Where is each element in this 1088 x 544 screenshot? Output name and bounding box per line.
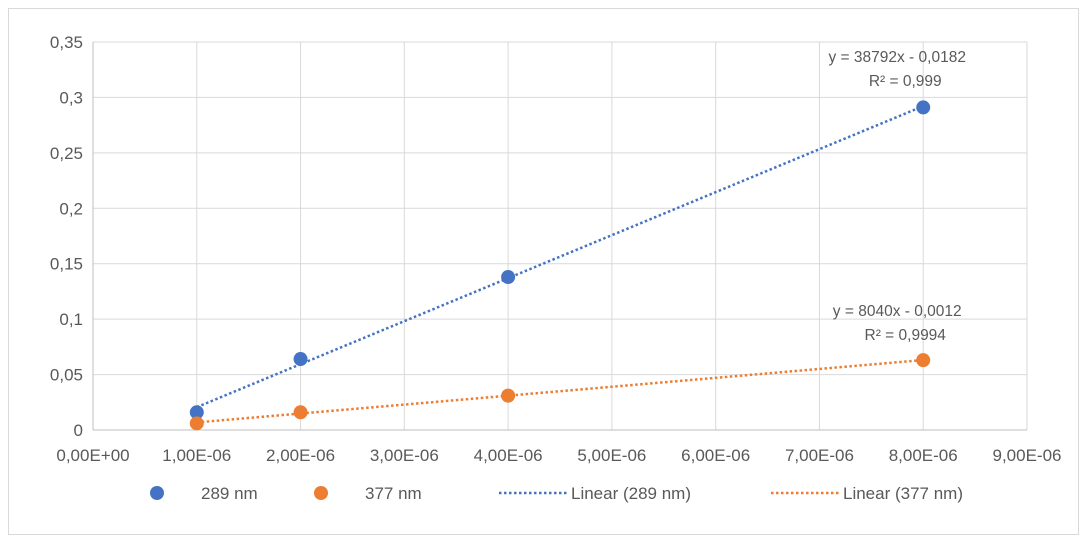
x-axis-tick-labels: 0,00E+00 1,00E-06 2,00E-06 3,00E-06 4,00E-06… bbox=[56, 446, 1061, 465]
x-axis-line bbox=[92, 42, 1027, 431]
gridlines bbox=[93, 41, 1028, 430]
legend-label: 377 nm bbox=[365, 484, 422, 503]
legend-marker bbox=[150, 486, 164, 500]
legend: 289 nm 377 nm Linear (289 nm) Linear (377 n… bbox=[150, 484, 963, 503]
trendline-annotations: y = 38792x - 0,0182 R² = 0,999 y = 8040x -… bbox=[828, 49, 965, 344]
y-tick-label: 0,3 bbox=[59, 88, 83, 107]
x-tick-label: 4,00E-06 bbox=[474, 446, 543, 465]
trendline-289nm bbox=[196, 104, 924, 409]
data-point-289nm bbox=[916, 100, 931, 115]
x-tick-label: 2,00E-06 bbox=[266, 446, 335, 465]
data-point-377nm bbox=[916, 353, 931, 368]
y-tick-label: 0,05 bbox=[50, 366, 83, 385]
data-point-377nm bbox=[293, 405, 308, 420]
x-tick-label: 8,00E-06 bbox=[889, 446, 958, 465]
trendline-r-squared: R² = 0,999 bbox=[869, 73, 942, 90]
y-tick-label: 0,2 bbox=[59, 199, 83, 218]
legend-marker bbox=[314, 486, 328, 500]
y-tick-label: 0,25 bbox=[50, 144, 83, 163]
scatter-chart: 0 0,05 0,1 0,15 0,2 0,25 0,3 0,35 0,00E+00 1,00E… bbox=[50, 33, 1062, 503]
y-tick-label: 0,15 bbox=[50, 255, 83, 274]
data-point-289nm bbox=[293, 352, 308, 367]
trendline-377nm bbox=[196, 358, 924, 424]
y-axis-tick-labels: 0 0,05 0,1 0,15 0,2 0,25 0,3 0,35 bbox=[50, 33, 83, 440]
x-tick-label: 7,00E-06 bbox=[785, 446, 854, 465]
data-point-289nm bbox=[189, 405, 204, 420]
x-tick-label: 5,00E-06 bbox=[577, 446, 646, 465]
legend-label: 289 nm bbox=[201, 484, 258, 503]
x-tick-label: 1,00E-06 bbox=[162, 446, 231, 465]
trendline-equation: y = 8040x - 0,0012 bbox=[833, 303, 962, 320]
data-point-289nm bbox=[501, 270, 516, 285]
y-tick-label: 0 bbox=[74, 421, 83, 440]
legend-label: Linear (289 nm) bbox=[571, 484, 691, 503]
y-tick-label: 0,35 bbox=[50, 33, 83, 52]
trendline-r-squared: R² = 0,9994 bbox=[865, 327, 947, 344]
data-point-377nm bbox=[501, 388, 516, 403]
data-points bbox=[189, 100, 931, 431]
x-tick-label: 9,00E-06 bbox=[993, 446, 1062, 465]
chart-frame: 0 0,05 0,1 0,15 0,2 0,25 0,3 0,35 0,00E+00 1,00E… bbox=[8, 8, 1079, 535]
trendlines bbox=[196, 104, 924, 424]
x-tick-label: 6,00E-06 bbox=[681, 446, 750, 465]
x-tick-label: 3,00E-06 bbox=[370, 446, 439, 465]
data-point-377nm bbox=[189, 416, 204, 431]
trendline-equation: y = 38792x - 0,0182 bbox=[828, 49, 965, 66]
x-tick-label: 0,00E+00 bbox=[56, 446, 129, 465]
y-tick-label: 0,1 bbox=[59, 310, 83, 329]
legend-label: Linear (377 nm) bbox=[843, 484, 963, 503]
